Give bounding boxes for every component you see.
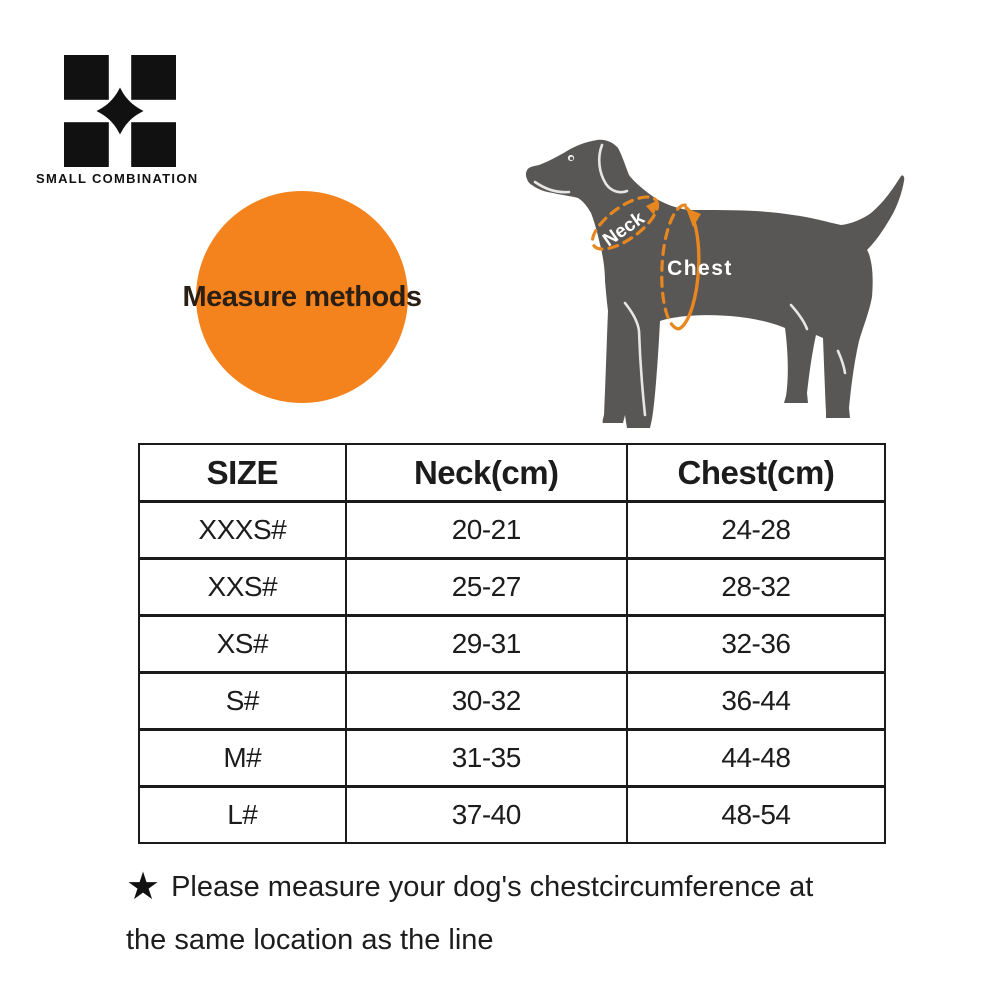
- footnote: ★ Please measure your dog's chestcircumfe…: [126, 861, 916, 967]
- footnote-text-1: Please measure your dog's chestcircumfer…: [171, 871, 814, 903]
- table-row: XS# 29-31 32-36: [139, 614, 885, 673]
- table-cell: 32-36: [625, 614, 885, 673]
- table-cell: 36-44: [625, 671, 885, 730]
- chest-label: Chest: [667, 257, 733, 280]
- dog-measure-diagram: Neck Chest: [525, 139, 905, 429]
- table-cell: 31-35: [344, 728, 627, 787]
- brand-logo-icon: [64, 55, 176, 167]
- chest-arrow-icon: [686, 208, 701, 227]
- header-chest: Chest(cm): [625, 444, 885, 502]
- dog-silhouette: [525, 139, 905, 429]
- neck-arrow-icon: [646, 200, 658, 215]
- table-cell: XS#: [139, 614, 346, 673]
- table-cell: XXXS#: [139, 500, 346, 559]
- table-row: XXS# 25-27 28-32: [139, 557, 885, 616]
- table-row: L# 37-40 48-54: [139, 785, 885, 843]
- header-size: SIZE: [206, 453, 279, 491]
- table-cell: 24-28: [625, 500, 885, 559]
- footnote-line-2: the same location as the line: [126, 924, 494, 956]
- table-cell: 25-27: [344, 557, 627, 616]
- size-table-body: XXXS# 20-21 24-28 XXS# 25-27 28-32 XS# 29-31 32-…: [139, 500, 885, 843]
- neck-measure-ellipse: [590, 195, 660, 251]
- table-cell: L#: [139, 785, 346, 843]
- size-table: SIZE Neck(cm) Chest(cm) XXXS# 20-21 24-28 X…: [138, 443, 886, 844]
- dog-detail-lines: [533, 143, 847, 417]
- table-cell: XXS#: [139, 557, 346, 616]
- table-row: M# 31-35 44-48: [139, 728, 885, 787]
- table-row: S# 30-32 36-44: [139, 671, 885, 730]
- table-cell: M#: [139, 728, 346, 787]
- table-cell: 28-32: [625, 557, 885, 616]
- chest-measure-ellipse: [660, 203, 701, 331]
- dog-eye: [567, 154, 575, 162]
- header-neck: Neck(cm): [344, 444, 627, 502]
- brand-wordmark: SMALL COMBINATION: [36, 171, 199, 186]
- table-cell: 48-54: [625, 785, 885, 843]
- table-cell: 30-32: [344, 671, 627, 730]
- table-cell: 20-21: [344, 500, 627, 559]
- table-header-row: SIZE Neck(cm) Chest(cm): [139, 444, 885, 502]
- table-cell: 29-31: [344, 614, 627, 673]
- table-row: XXXS# 20-21 24-28: [139, 500, 885, 559]
- measure-methods-label: Measure methods: [182, 280, 422, 313]
- star-icon: ★: [126, 866, 161, 908]
- footnote-line-1: ★ Please measure your dog's chestcircumfe…: [126, 861, 916, 914]
- measure-methods-badge: Measure methods: [182, 191, 422, 403]
- table-cell: 37-40: [344, 785, 627, 843]
- table-cell: 44-48: [625, 728, 885, 787]
- table-cell: S#: [139, 671, 346, 730]
